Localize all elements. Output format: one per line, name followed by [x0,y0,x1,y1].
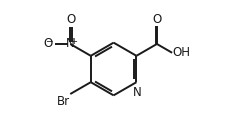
Text: N: N [133,86,141,99]
Text: O: O [152,13,162,26]
Text: OH: OH [173,46,191,59]
Text: +: + [70,37,77,46]
Text: −: − [45,36,53,45]
Text: N: N [66,38,75,51]
Text: Br: Br [56,95,69,108]
Text: O: O [66,13,75,26]
Text: O: O [43,37,53,50]
